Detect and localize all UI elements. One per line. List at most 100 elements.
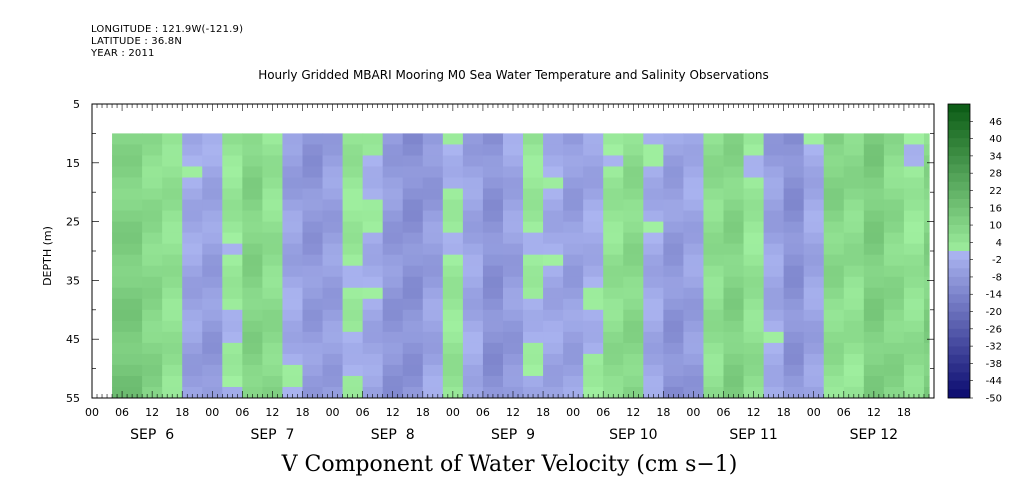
- heatmap-cell: [482, 166, 504, 179]
- heatmap-cell: [703, 243, 725, 256]
- heatmap-cell: [382, 144, 404, 157]
- heatmap-cell: [222, 199, 243, 212]
- heatmap-cell: [342, 287, 364, 300]
- heatmap-cell: [603, 375, 624, 388]
- heatmap-cell: [543, 265, 564, 278]
- colorbar-band: [948, 121, 970, 131]
- heatmap-cell: [242, 232, 264, 245]
- heatmap-cell: [683, 232, 705, 245]
- heatmap-cell: [643, 243, 664, 256]
- heatmap-cell: [583, 309, 604, 322]
- colorbar-band: [948, 268, 970, 278]
- heatmap-cell: [402, 265, 424, 278]
- axes-layer: 00 06 12 18 00 06 12 18 00 06 12 18 00 06 12 18 00 06 12 18…: [66, 98, 935, 443]
- heatmap-cell: [703, 276, 725, 289]
- heatmap-cell: [623, 375, 644, 388]
- heatmap-cell: [783, 232, 805, 245]
- heatmap-cell: [923, 232, 930, 245]
- heatmap-cell: [723, 353, 745, 366]
- heatmap-cell: [523, 254, 544, 267]
- heatmap-cell: [182, 166, 203, 179]
- heatmap-cell: [402, 144, 424, 157]
- heatmap-cell: [222, 254, 243, 267]
- heatmap-cell: [583, 166, 604, 179]
- heatmap-cell: [623, 243, 644, 256]
- heatmap-cell: [743, 265, 765, 278]
- heatmap-cell: [222, 331, 243, 344]
- heatmap-cell: [282, 254, 304, 267]
- heatmap-cell: [242, 309, 264, 322]
- heatmap-cell: [302, 276, 324, 289]
- heatmap-cell: [502, 188, 524, 201]
- heatmap-cell: [112, 309, 143, 322]
- heatmap-cell: [162, 232, 183, 245]
- heatmap-cell: [823, 210, 845, 223]
- heatmap-cell: [442, 188, 464, 201]
- heatmap-cell: [462, 298, 484, 311]
- heatmap-cell: [663, 166, 685, 179]
- heatmap-cell: [663, 265, 685, 278]
- heatmap-cell: [242, 298, 264, 311]
- x-hour-tick-label: 18: [296, 406, 310, 419]
- heatmap-cell: [643, 386, 664, 398]
- heatmap-cell: [442, 133, 464, 146]
- x-hour-tick-label: 00: [807, 406, 821, 419]
- heatmap-cell: [603, 353, 624, 366]
- heatmap-cell: [142, 155, 163, 168]
- heatmap-cell: [623, 144, 644, 157]
- heatmap-cell: [202, 320, 223, 333]
- heatmap-cell: [402, 320, 424, 333]
- heatmap-cell: [603, 331, 624, 344]
- heatmap-cell: [462, 320, 484, 333]
- heatmap-cell: [402, 276, 424, 289]
- heatmap-cell: [563, 221, 584, 234]
- heatmap-cell: [843, 177, 865, 190]
- x-hour-tick-label: 18: [175, 406, 189, 419]
- heatmap-cell: [723, 386, 745, 398]
- heatmap-cell: [112, 265, 143, 278]
- heatmap-cell: [563, 243, 584, 256]
- colorbar-band: [948, 372, 970, 382]
- heatmap-cell: [362, 144, 384, 157]
- heatmap-cell: [402, 331, 424, 344]
- heatmap-cell: [382, 243, 404, 256]
- heatmap-cell: [502, 210, 524, 223]
- heatmap-cell: [382, 221, 404, 234]
- heatmap-cell: [903, 232, 925, 245]
- heatmap-cell: [643, 166, 664, 179]
- heatmap-cell: [362, 210, 384, 223]
- heatmap-cell: [222, 364, 243, 377]
- heatmap-cell: [823, 221, 845, 234]
- heatmap-cell: [683, 375, 705, 388]
- heatmap-cell: [282, 155, 304, 168]
- heatmap-cell: [883, 144, 905, 157]
- heatmap-cell: [623, 309, 644, 322]
- heatmap-cell: [803, 199, 825, 212]
- heatmap-cell: [142, 375, 163, 388]
- heatmap-cell: [262, 232, 284, 245]
- heatmap-cell: [843, 144, 865, 157]
- heatmap-cell: [362, 309, 384, 322]
- heatmap-cell: [322, 243, 344, 256]
- x-hour-tick-label: 06: [235, 406, 249, 419]
- heatmap-cell: [422, 133, 444, 146]
- heatmap-cell: [382, 276, 404, 289]
- heatmap-cell: [482, 342, 504, 355]
- heatmap-cell: [282, 210, 304, 223]
- heatmap-cell: [112, 375, 143, 388]
- heatmap-cell: [302, 210, 324, 223]
- heatmap-cell: [823, 386, 845, 398]
- heatmap-cell: [903, 331, 925, 344]
- heatmap-cell: [683, 210, 705, 223]
- heatmap-cell: [482, 254, 504, 267]
- heatmap-cell: [863, 155, 885, 168]
- heatmap-cell: [182, 133, 203, 146]
- heatmap-cell: [112, 254, 143, 267]
- heatmap-cell: [863, 188, 885, 201]
- heatmap-cell: [663, 331, 685, 344]
- heatmap-cell: [222, 342, 243, 355]
- heatmap-cell: [162, 155, 183, 168]
- heatmap-cell: [262, 221, 284, 234]
- heatmap-cell: [763, 144, 785, 157]
- heatmap-cell: [763, 276, 785, 289]
